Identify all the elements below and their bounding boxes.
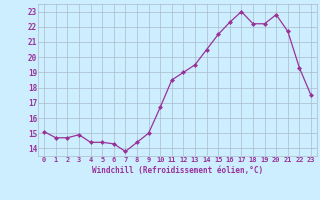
X-axis label: Windchill (Refroidissement éolien,°C): Windchill (Refroidissement éolien,°C) bbox=[92, 166, 263, 175]
